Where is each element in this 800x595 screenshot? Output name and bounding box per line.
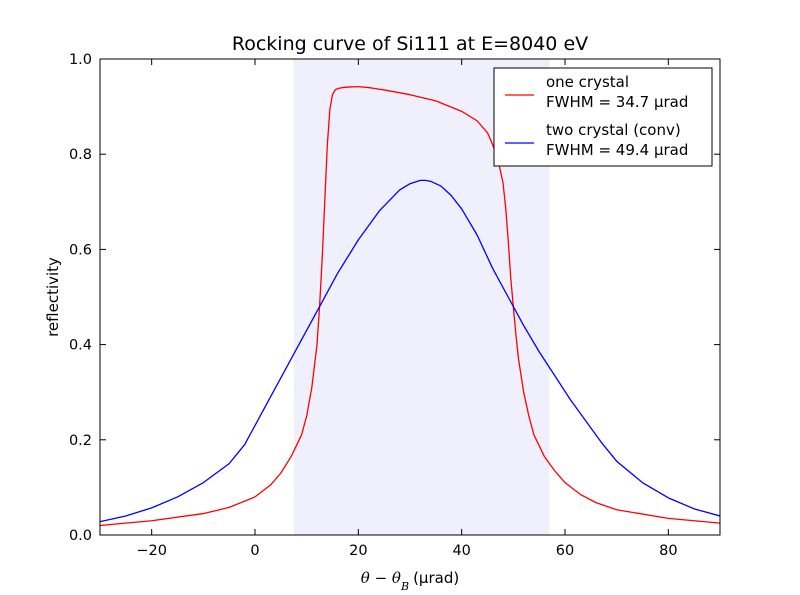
y-axis-label: reflectivity [44,257,62,337]
x-tick-label: −20 [136,543,167,559]
legend: one crystal FWHM = 34.7 μrad two crystal (… [493,67,713,167]
y-tick-label: 0.6 [69,242,92,258]
legend-label-2-line-1: two crystal (conv) [546,121,681,139]
y-axis-ticks: 0.0 0.2 0.4 0.6 0.8 1.0 [69,52,720,544]
x-axis-label-subscript: B [400,580,409,593]
series-line-2 [100,179,720,523]
x-axis-label: θ − θB (μrad) [361,569,459,593]
y-tick-label: 0.0 [69,528,92,544]
chart-title: Rocking curve of Si111 at E=8040 eV [232,33,588,55]
x-tick-label: 40 [452,543,470,559]
y-tick-label: 0.8 [69,147,92,163]
legend-label-2-line-2: FWHM = 49.4 μrad [546,141,688,159]
legend-label-1-line-1: one crystal [546,73,629,91]
y-tick-label: 1.0 [69,52,92,68]
y-tick-label: 0.2 [69,433,92,449]
axes-border [99,58,721,536]
x-axis-label-unit: (μrad) [413,569,459,587]
x-tick-label: 60 [556,543,574,559]
x-axis-ticks: −20 0 20 40 60 80 [136,59,678,559]
x-tick-label: 20 [349,543,367,559]
x-tick-label: 0 [250,543,259,559]
x-axis-label-math: θ − θ [361,569,401,587]
legend-label-1-line-2: FWHM = 34.7 μrad [546,93,688,111]
series-line-1 [100,85,720,527]
x-tick-label: 80 [659,543,677,559]
y-tick-label: 0.4 [69,338,92,354]
axes-frame [99,58,721,536]
legend-box [493,67,713,167]
